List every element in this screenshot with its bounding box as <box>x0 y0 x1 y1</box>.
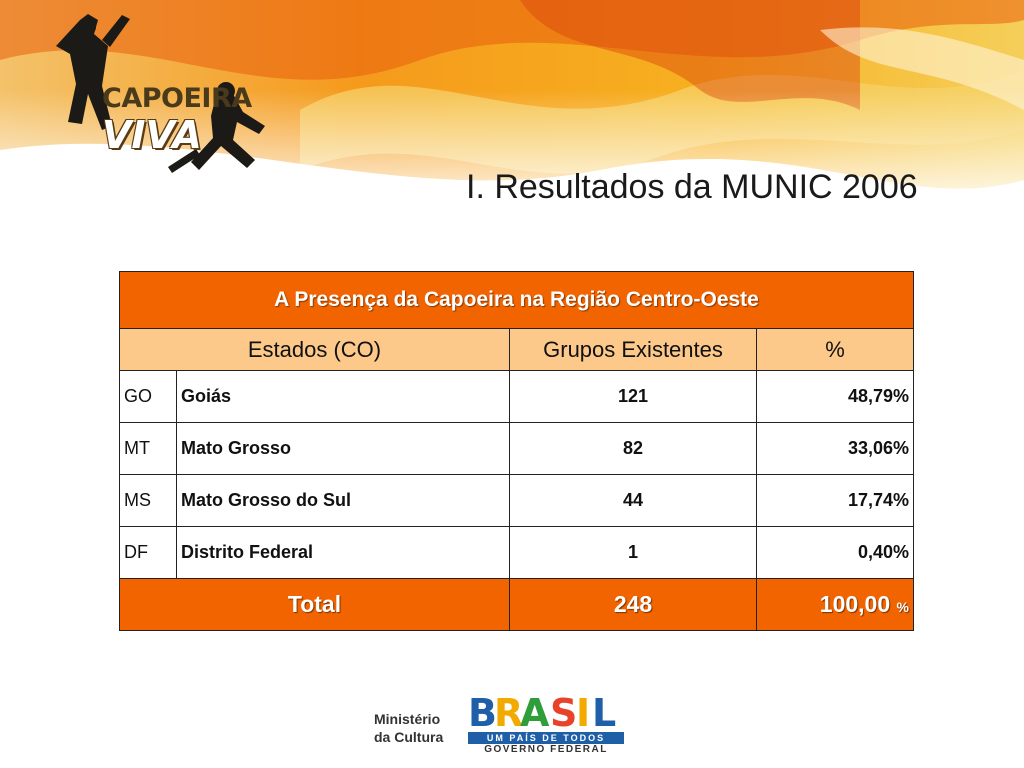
state-code: MT <box>119 422 177 475</box>
groups-percent: 48,79% <box>756 370 914 423</box>
brasil-letter-b: B <box>468 691 497 735</box>
state-code: MS <box>119 474 177 527</box>
brasil-letter-r: R <box>494 691 524 735</box>
total-label: Total <box>119 578 510 631</box>
logo-text-capoeira: CAPOEIRA <box>102 83 252 114</box>
table-caption: A Presença da Capoeira na Região Centro-… <box>119 271 914 329</box>
capoeira-groups-table: A Presença da Capoeira na Região Centro-… <box>119 271 914 631</box>
state-name: Mato Grosso <box>176 422 510 475</box>
brasil-governo-federal: GOVERNO FEDERAL <box>484 744 608 755</box>
ministerio-da-cultura-logo: Ministério da Cultura <box>374 710 443 746</box>
table-row: DF Distrito Federal 1 0,40% <box>119 526 914 579</box>
total-groups: 248 <box>509 578 757 631</box>
column-header-groups: Grupos Existentes <box>509 328 757 371</box>
state-name: Goiás <box>176 370 510 423</box>
page-title: I. Resultados da MUNIC 2006 <box>466 168 918 206</box>
groups-count: 44 <box>509 474 757 527</box>
total-percent: 100,00 % <box>756 578 914 631</box>
table-header-row: Estados (CO) Grupos Existentes % <box>119 328 914 371</box>
header-banner <box>0 0 1024 215</box>
state-name: Mato Grosso do Sul <box>176 474 510 527</box>
total-percent-sign: % <box>896 599 909 615</box>
state-code: GO <box>119 370 177 423</box>
brasil-letter-s: S <box>550 691 578 735</box>
table-row: MT Mato Grosso 82 33,06% <box>119 422 914 475</box>
capoeira-figures-icon <box>56 14 265 173</box>
brasil-letter-l: L <box>592 691 617 735</box>
ministry-line2: da Cultura <box>374 729 444 745</box>
table-caption-row: A Presença da Capoeira na Região Centro-… <box>119 271 914 329</box>
column-header-states: Estados (CO) <box>119 328 510 371</box>
state-code: DF <box>119 526 177 579</box>
column-header-percent: % <box>756 328 914 371</box>
brasil-letter-i: I <box>576 691 591 735</box>
ministry-line1: Ministério <box>374 711 441 727</box>
banner-graphic <box>0 0 1024 215</box>
logo-text-viva: VIVA <box>102 113 202 157</box>
groups-count: 1 <box>509 526 757 579</box>
groups-percent: 0,40% <box>756 526 914 579</box>
groups-count: 82 <box>509 422 757 475</box>
groups-count: 121 <box>509 370 757 423</box>
table-row: MS Mato Grosso do Sul 44 17,74% <box>119 474 914 527</box>
brasil-tagline: UM PAÍS DE TODOS <box>468 732 624 744</box>
brasil-letter-a: A <box>520 691 550 735</box>
brasil-governo-federal-logo: B R A S I L UM PAÍS DE TODOS GOVERNO FED… <box>466 694 626 756</box>
total-percent-value: 100,00 <box>819 591 891 617</box>
table-total-row: Total 248 100,00 % <box>119 578 914 631</box>
capoeira-viva-logo: CAPOEIRA VIVA <box>40 5 320 200</box>
groups-percent: 33,06% <box>756 422 914 475</box>
groups-percent: 17,74% <box>756 474 914 527</box>
table-row: GO Goiás 121 48,79% <box>119 370 914 423</box>
state-name: Distrito Federal <box>176 526 510 579</box>
